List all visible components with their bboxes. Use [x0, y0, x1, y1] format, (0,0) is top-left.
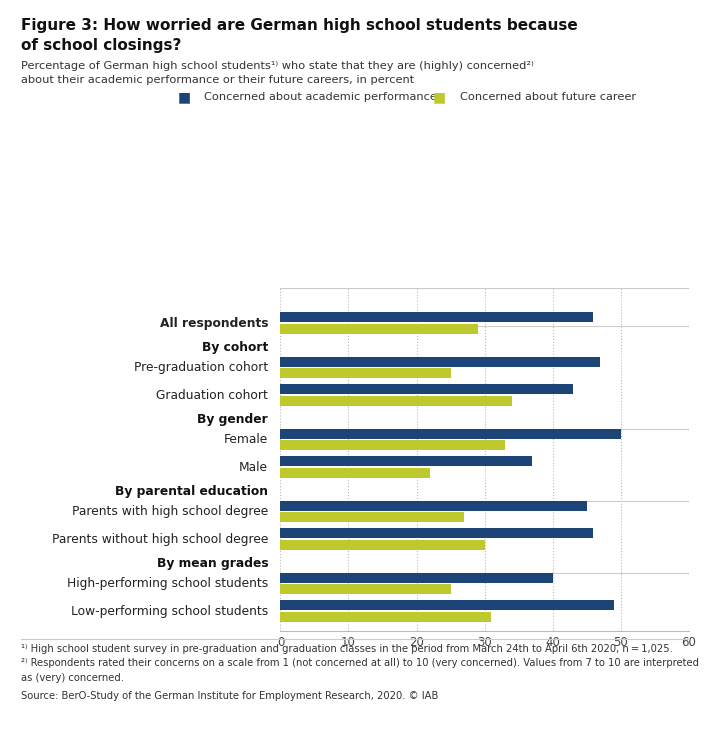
Bar — [280, 384, 573, 394]
Bar — [280, 429, 621, 438]
Text: By mean grades: By mean grades — [157, 557, 268, 570]
Text: By cohort: By cohort — [202, 341, 268, 354]
Bar — [280, 368, 451, 378]
Text: Figure 3: How worried are German high school students because: Figure 3: How worried are German high sc… — [21, 18, 578, 33]
Text: Male: Male — [239, 461, 268, 474]
Bar — [280, 501, 586, 511]
Text: High-performing school students: High-performing school students — [67, 577, 268, 590]
Bar — [280, 584, 451, 594]
Text: Pre-graduation cohort: Pre-graduation cohort — [134, 361, 268, 374]
Text: Source: BerO-Study of the German Institute for Employment Research, 2020. © IAB: Source: BerO-Study of the German Institu… — [21, 691, 439, 701]
Text: ■: ■ — [433, 91, 446, 104]
Text: ²⁾ Respondents rated their concerns on a scale from 1 (not concerned at all) to : ²⁾ Respondents rated their concerns on a… — [21, 658, 699, 669]
Bar — [280, 468, 430, 477]
Text: about their academic performance or their future careers, in percent: about their academic performance or thei… — [21, 75, 415, 86]
Bar — [280, 573, 552, 582]
Text: Concerned about academic performance: Concerned about academic performance — [204, 92, 437, 103]
Text: Graduation cohort: Graduation cohort — [156, 389, 268, 401]
Bar — [280, 456, 532, 466]
Bar — [280, 540, 484, 550]
Text: ¹⁾ High school student survey in pre-graduation and graduation classes in the pe: ¹⁾ High school student survey in pre-gra… — [21, 644, 673, 654]
Bar — [280, 612, 491, 622]
Bar — [280, 324, 478, 334]
Bar — [280, 441, 505, 450]
Bar — [280, 356, 600, 367]
Bar — [280, 312, 594, 323]
Text: By gender: By gender — [197, 413, 268, 426]
Text: as (very) concerned.: as (very) concerned. — [21, 673, 124, 683]
Bar — [280, 512, 464, 523]
Text: Percentage of German high school students¹⁾ who state that they are (highly) con: Percentage of German high school student… — [21, 61, 534, 71]
Text: Parents without high school degree: Parents without high school degree — [52, 533, 268, 545]
Text: Female: Female — [224, 433, 268, 446]
Text: of school closings?: of school closings? — [21, 38, 182, 53]
Bar — [280, 528, 594, 538]
Text: Low-performing school students: Low-performing school students — [71, 604, 268, 618]
Text: Parents with high school degree: Parents with high school degree — [72, 505, 268, 518]
Bar — [280, 600, 614, 610]
Text: Concerned about future career: Concerned about future career — [460, 92, 636, 103]
Bar — [280, 396, 512, 406]
Text: By parental education: By parental education — [115, 485, 268, 498]
Text: All respondents: All respondents — [160, 317, 268, 330]
Text: ■: ■ — [178, 91, 190, 104]
